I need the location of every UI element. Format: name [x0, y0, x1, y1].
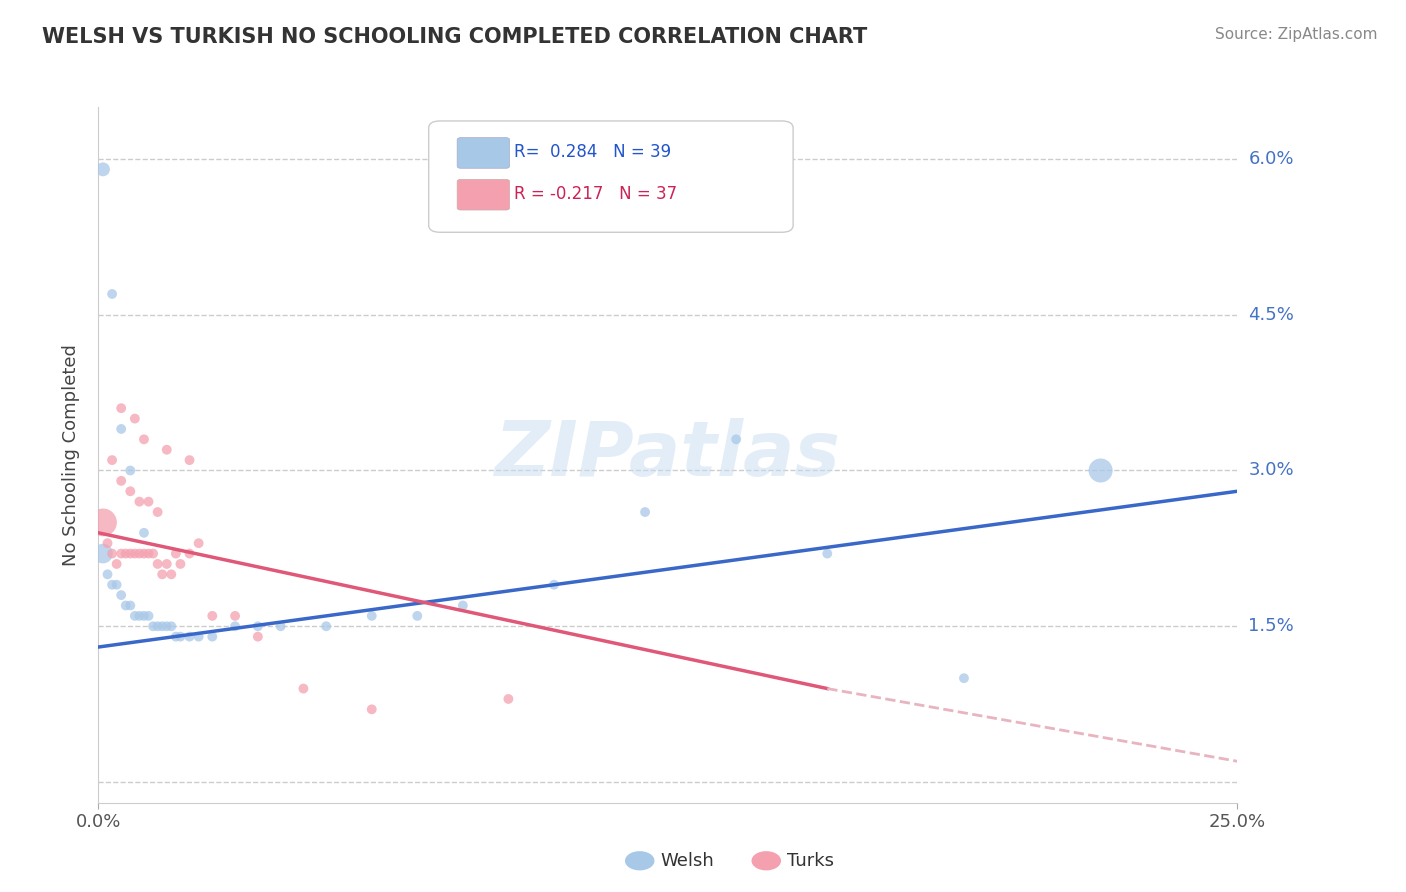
Point [451, 599, 474, 613]
Point [124, 608, 146, 623]
Text: WELSH VS TURKISH NO SCHOOLING COMPLETED CORRELATION CHART: WELSH VS TURKISH NO SCHOOLING COMPLETED … [42, 27, 868, 46]
Point [146, 557, 169, 571]
Point [156, 557, 179, 571]
Point [169, 557, 191, 571]
Point [114, 547, 136, 561]
Y-axis label: No Schooling Completed: No Schooling Completed [62, 344, 80, 566]
Point [120, 463, 142, 477]
Point [124, 411, 146, 425]
Point [96, 567, 118, 582]
Point [110, 547, 132, 561]
Point [132, 547, 155, 561]
Point [169, 630, 191, 644]
Point [110, 588, 132, 602]
Point [128, 494, 150, 508]
Text: Welsh: Welsh [661, 852, 714, 870]
Point [138, 608, 160, 623]
Text: Source: ZipAtlas.com: Source: ZipAtlas.com [1215, 27, 1378, 42]
Point [150, 567, 173, 582]
Point [120, 547, 142, 561]
Point [179, 453, 201, 467]
Point [146, 619, 169, 633]
Point [179, 547, 201, 561]
Point [91, 547, 114, 561]
Point [1090, 463, 1112, 477]
Point [101, 547, 124, 561]
Point [360, 702, 382, 716]
Point [246, 619, 269, 633]
Point [114, 599, 136, 613]
Point [187, 536, 209, 550]
Point [187, 630, 209, 644]
Point [165, 547, 187, 561]
Text: ZIPatlas: ZIPatlas [495, 418, 841, 491]
FancyBboxPatch shape [457, 179, 509, 210]
Point [138, 547, 160, 561]
Point [201, 630, 224, 644]
Point [634, 505, 657, 519]
Text: 4.5%: 4.5% [1249, 306, 1295, 324]
Point [165, 630, 187, 644]
Point [160, 567, 183, 582]
Point [179, 630, 201, 644]
Point [120, 484, 142, 499]
Point [124, 547, 146, 561]
Text: 1.5%: 1.5% [1249, 617, 1294, 635]
Point [953, 671, 976, 685]
FancyBboxPatch shape [457, 137, 509, 169]
Point [543, 578, 565, 592]
Point [105, 578, 128, 592]
Point [270, 619, 292, 633]
Point [91, 516, 114, 530]
Point [132, 433, 155, 447]
Point [138, 494, 160, 508]
Point [105, 557, 128, 571]
Point [725, 433, 748, 447]
Point [146, 505, 169, 519]
Point [142, 547, 165, 561]
Point [101, 578, 124, 592]
Point [815, 547, 838, 561]
Point [142, 619, 165, 633]
Point [150, 619, 173, 633]
Text: 6.0%: 6.0% [1249, 150, 1294, 168]
Point [498, 692, 520, 706]
Text: Turks: Turks [787, 852, 834, 870]
Point [160, 619, 183, 633]
Point [292, 681, 315, 696]
Point [110, 401, 132, 416]
Point [315, 619, 337, 633]
Text: R=  0.284   N = 39: R= 0.284 N = 39 [515, 144, 671, 161]
Point [128, 547, 150, 561]
Point [132, 525, 155, 540]
Point [224, 608, 246, 623]
Point [101, 287, 124, 301]
Text: R = -0.217   N = 37: R = -0.217 N = 37 [515, 185, 678, 203]
Point [156, 619, 179, 633]
FancyBboxPatch shape [429, 121, 793, 232]
Point [96, 536, 118, 550]
Point [246, 630, 269, 644]
Point [406, 608, 429, 623]
Point [224, 619, 246, 633]
Point [120, 599, 142, 613]
Point [110, 474, 132, 488]
Point [128, 608, 150, 623]
Point [110, 422, 132, 436]
Point [360, 608, 382, 623]
Text: 3.0%: 3.0% [1249, 461, 1294, 480]
Point [156, 442, 179, 457]
Point [101, 453, 124, 467]
Point [91, 162, 114, 177]
Point [201, 608, 224, 623]
Point [132, 608, 155, 623]
